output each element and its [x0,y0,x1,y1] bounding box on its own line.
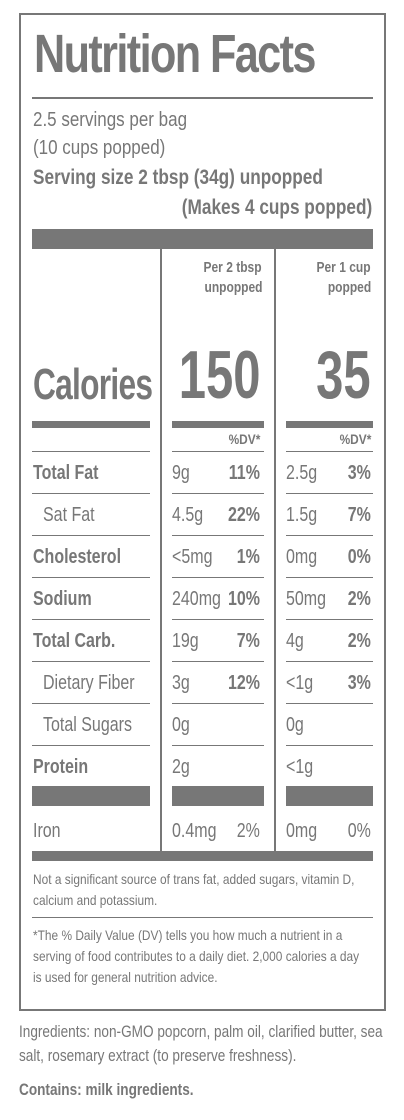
nutrient-dv-col1: 7% [236,630,260,652]
divider [286,493,373,494]
iron-amount-col2: 0mg [286,820,318,842]
divider [286,661,373,662]
calories-bar [286,421,373,428]
nutrient-amount-col1: 4.5g [172,504,204,526]
contains-allergens: Contains: milk ingredients. [19,1080,194,1099]
nutrient-name: Cholesterol [33,546,122,568]
nutrient-dv-col1: 10% [227,588,260,610]
thick-divider [32,851,373,861]
divider [172,619,264,620]
col2-header-line2: popped [327,279,371,296]
divider [286,703,373,704]
servings-per-container: 2.5 servings per bag [33,109,188,131]
calories-bar [172,421,264,428]
calories-col1: 150 [178,337,260,413]
divider [32,745,150,746]
divider [32,917,373,918]
divider [286,451,373,452]
col1-header-line2: unpopped [204,279,262,296]
nutrient-dv-col2: 0% [347,546,371,568]
serving-makes: (Makes 4 cups popped) [181,196,372,219]
nutrient-amount-col2: 0g [286,714,304,736]
divider [172,703,264,704]
nutrient-name: Total Sugars [43,714,132,736]
divider [32,535,150,536]
iron-amount-col1: 0.4mg [172,820,217,842]
divider [172,451,264,452]
ingredients-text: Ingredients: non-GMO popcorn, palm oil, … [19,1022,383,1065]
servings-popped: (10 cups popped) [33,137,166,159]
nutrient-amount-col2: <1g [286,672,314,694]
nutrient-dv-col2: 3% [347,672,371,694]
divider [286,745,373,746]
nutrient-name: Sat Fat [43,504,95,526]
nutrient-dv-col1: 12% [227,672,260,694]
divider [32,703,150,704]
divider [32,577,150,578]
nutrient-amount-col2: 4g [286,630,304,652]
thick-divider [32,229,373,249]
divider [172,535,264,536]
nutrient-name: Total Fat [33,462,99,484]
nutrient-name: Dietary Fiber [43,672,135,694]
divider [32,451,150,452]
calories-col2: 35 [316,337,371,413]
thick-divider [286,786,373,806]
nutrient-amount-col1: 2g [172,756,190,778]
divider [286,535,373,536]
nutrient-dv-col1: 1% [236,546,260,568]
nutrient-amount-col1: 0g [172,714,190,736]
nutrient-amount-col2: 50mg [286,588,327,610]
divider [32,97,373,99]
nutrient-name: Protein [33,756,89,778]
nutrient-dv-col1: 22% [227,504,260,526]
nutrient-dv-col2: 7% [347,504,371,526]
column-divider-2 [274,249,276,857]
footnote-not-significant: Not a significant source of trans fat, a… [33,871,355,908]
nutrient-dv-col2: 2% [347,630,371,652]
divider [172,577,264,578]
divider [32,619,150,620]
label-title: Nutrition Facts [34,24,316,84]
nutrient-name: Total Carb. [33,630,116,652]
nutrient-amount-col2: <1g [286,756,314,778]
divider [286,577,373,578]
nutrient-amount-col1: 3g [172,672,190,694]
col2-header-line1: Per 1 cup [316,259,371,276]
nutrient-dv-col2: 3% [347,462,371,484]
nutrient-amount-col2: 1.5g [286,504,318,526]
divider [172,661,264,662]
thick-divider [172,786,264,806]
nutrient-dv-col2: 2% [347,588,371,610]
column-divider-1 [160,249,162,857]
col1-header-line1: Per 2 tbsp [203,259,262,276]
dv-header-col1: %DV* [228,431,260,447]
nutrient-dv-col1: 11% [228,462,260,484]
calories-label: Calories [33,360,153,409]
nutrient-amount-col1: <5mg [172,546,213,568]
footnote-daily-value: *The % Daily Value (DV) tells you how mu… [33,927,360,985]
nutrient-name: Sodium [33,588,92,610]
calories-bar [32,421,150,428]
iron-dv-col2: 0% [347,820,371,842]
nutrition-facts-panel: Nutrition Facts 2.5 servings per bag (10… [19,13,386,1011]
iron-dv-col1: 2% [236,820,260,842]
nutrient-amount-col2: 0mg [286,546,318,568]
thick-divider [32,786,150,806]
nutrient-amount-col1: 240mg [172,588,221,610]
serving-size: Serving size 2 tbsp (34g) unpopped [33,166,323,189]
divider [172,493,264,494]
nutrient-amount-col1: 19g [172,630,199,652]
divider [286,619,373,620]
nutrient-name-iron: Iron [33,820,61,842]
nutrient-amount-col2: 2.5g [286,462,318,484]
divider [172,745,264,746]
divider [32,661,150,662]
dv-header-col2: %DV* [339,431,371,447]
divider [32,493,150,494]
nutrient-amount-col1: 9g [172,462,190,484]
